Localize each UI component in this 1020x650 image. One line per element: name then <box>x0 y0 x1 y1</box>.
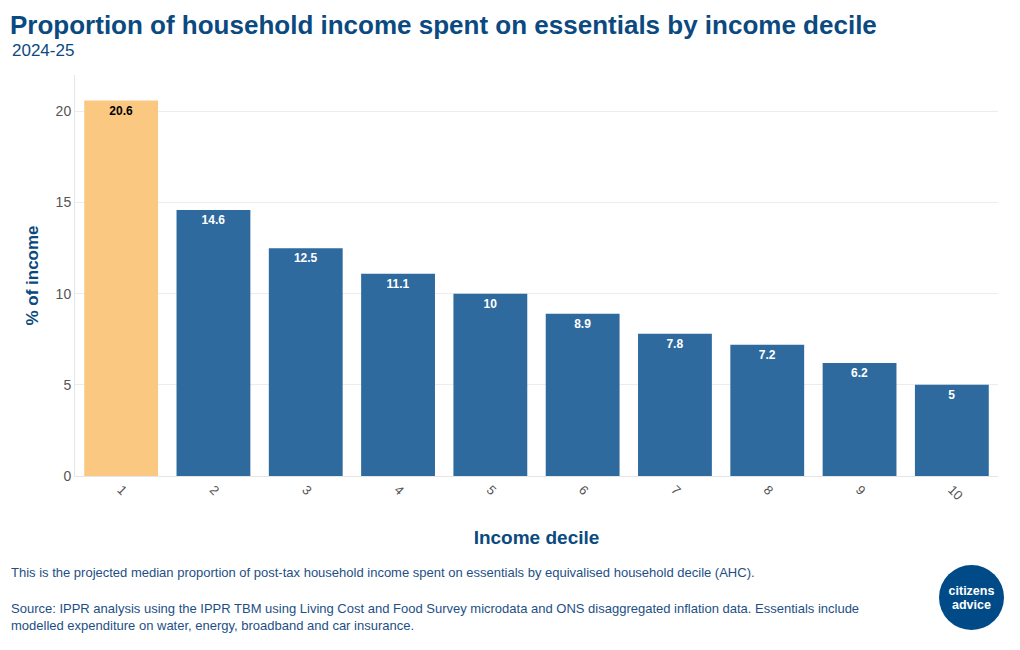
html-text:citizens advice: citizens advice <box>948 583 995 612</box>
svg-text:9: 9 <box>853 482 869 498</box>
svg-text:0: 0 <box>63 468 71 484</box>
svg-text:7.8: 7.8 <box>666 337 683 351</box>
svg-text:12.5: 12.5 <box>294 251 318 265</box>
svg-text:8.9: 8.9 <box>574 317 591 331</box>
svg-text:10: 10 <box>484 297 498 311</box>
svg-text:8: 8 <box>761 482 777 498</box>
svg-text:5: 5 <box>63 377 71 393</box>
svg-text:6.2: 6.2 <box>851 366 868 380</box>
svg-text:2024-25: 2024-25 <box>12 41 74 60</box>
svg-text:2: 2 <box>207 482 223 498</box>
svg-text:20.6: 20.6 <box>109 104 133 118</box>
svg-text:3: 3 <box>299 482 315 498</box>
svg-text:6: 6 <box>576 482 592 498</box>
svg-text:5: 5 <box>948 388 955 402</box>
svg-text:7.2: 7.2 <box>759 348 776 362</box>
svg-text:% of income: % of income <box>23 225 42 325</box>
svg-text:14.6: 14.6 <box>202 213 226 227</box>
svg-text:10: 10 <box>945 482 966 503</box>
svg-text:4: 4 <box>391 482 407 498</box>
svg-text:5: 5 <box>484 482 500 498</box>
svg-text:10: 10 <box>56 286 72 302</box>
svg-text:20: 20 <box>56 103 72 119</box>
svg-text:Income decile: Income decile <box>474 527 600 548</box>
html-text:Source: IPPR analysis using th: Source: IPPR analysis using the IPPR TBM… <box>11 601 860 633</box>
svg-text:11.1: 11.1 <box>387 277 410 291</box>
svg-text:Proportion of household income: Proportion of household income spent on … <box>10 10 877 40</box>
svg-text:1: 1 <box>114 482 130 498</box>
html-text:This is the projected median p: This is the projected median proportion … <box>11 565 755 580</box>
svg-text:7: 7 <box>668 482 684 498</box>
svg-text:15: 15 <box>56 194 72 210</box>
